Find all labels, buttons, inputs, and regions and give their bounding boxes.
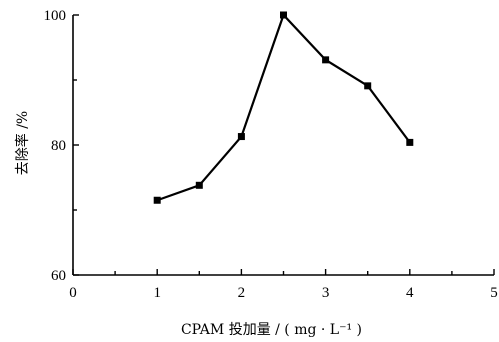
x-tick-label: 5 [490,285,498,301]
series [153,11,414,204]
y-tick-label: 60 [51,268,66,284]
x-tick-label: 0 [69,285,77,301]
series-line [156,12,411,202]
data-point-marker [153,196,161,204]
data-point-marker [280,11,287,19]
axes [72,15,494,276]
data-point-marker [406,138,414,146]
x-tick-label: 3 [322,285,330,301]
data-point-marker [237,133,245,141]
x-axis-title: CPAM 投加量 / ( mg · L⁻¹ ) [181,322,362,338]
data-point-marker [364,82,372,90]
x-tick-label: 1 [153,285,161,301]
y-tick-label: 100 [44,8,67,24]
data-point-marker [195,181,203,189]
y-tick-label: 80 [51,138,66,154]
y-axis-title: 去除率 /% [14,111,31,175]
x-tick-label: 4 [406,285,414,301]
ticks: 0 1 2 3 4 5 60 80 100 [44,8,498,301]
x-tick-label: 2 [238,285,246,301]
data-point-marker [322,56,330,64]
